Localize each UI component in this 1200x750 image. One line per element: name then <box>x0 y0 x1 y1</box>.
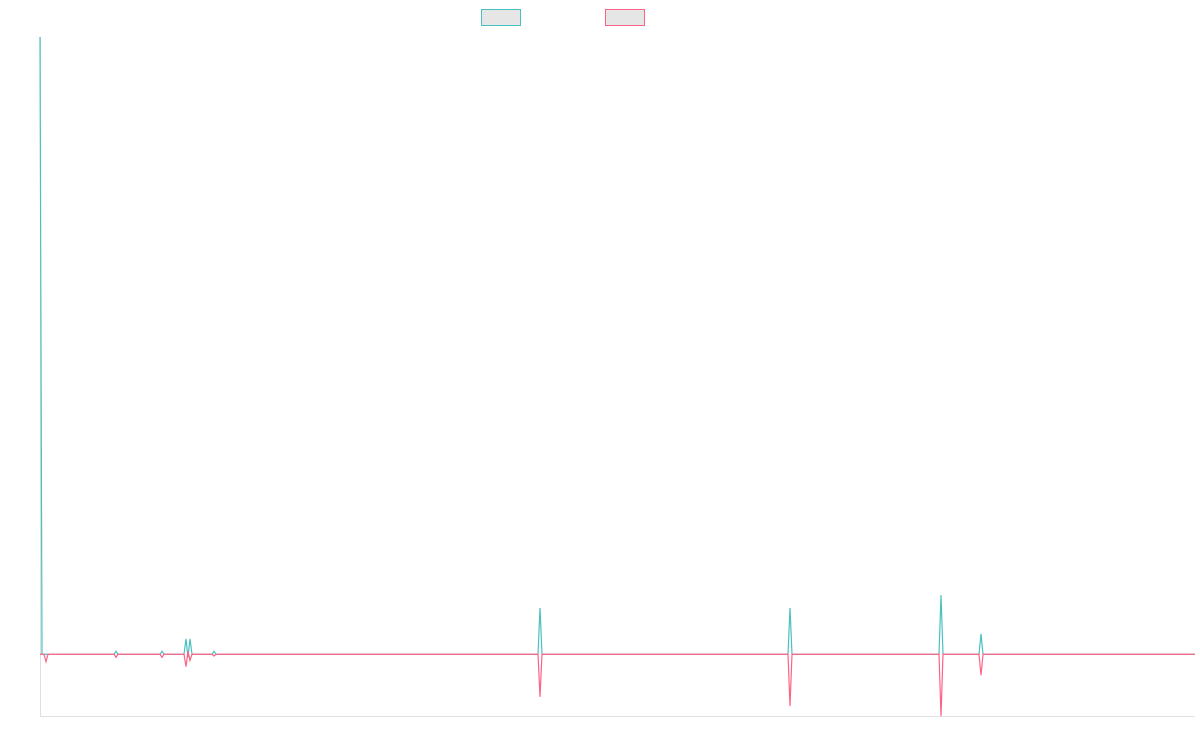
legend-swatch <box>605 9 645 26</box>
series-line <box>39 36 1195 658</box>
series-line <box>40 651 1195 717</box>
legend-swatch <box>481 9 521 26</box>
